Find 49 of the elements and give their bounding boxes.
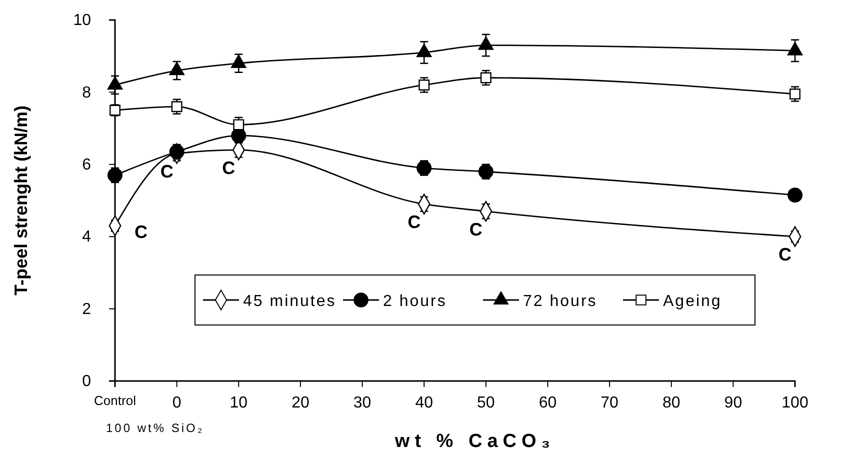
x-tick-label: 50 bbox=[477, 394, 495, 412]
legend-label: 45 minutes bbox=[243, 293, 336, 310]
x-tick-label: 100 bbox=[782, 394, 808, 412]
point bbox=[233, 119, 244, 130]
y-tick-label: 8 bbox=[82, 84, 92, 102]
point bbox=[416, 160, 432, 176]
annotation: C bbox=[160, 162, 174, 182]
point bbox=[169, 62, 184, 76]
legend-label: 2 hours bbox=[383, 293, 447, 310]
y-tick-label: 2 bbox=[82, 300, 92, 318]
y-axis-title: T-peel strenght (kN/m) bbox=[11, 105, 31, 296]
annotation: C bbox=[222, 158, 236, 178]
point bbox=[416, 44, 432, 58]
point bbox=[480, 72, 492, 84]
legend-label: Ageing bbox=[663, 293, 722, 310]
point bbox=[169, 144, 184, 160]
point bbox=[171, 101, 182, 112]
point bbox=[231, 54, 246, 68]
x-tick-label: 0 bbox=[172, 394, 182, 412]
annotation: C bbox=[134, 222, 148, 242]
legend-label: 72 hours bbox=[523, 293, 598, 310]
y-tick-label: 4 bbox=[82, 228, 92, 246]
point bbox=[790, 88, 800, 100]
annotation: C bbox=[408, 212, 421, 232]
x-tick-label: 20 bbox=[292, 394, 310, 412]
x-tick-label: 70 bbox=[600, 394, 619, 412]
y-tick-label: 0 bbox=[82, 373, 92, 390]
point bbox=[107, 168, 123, 183]
point bbox=[110, 104, 120, 116]
point bbox=[787, 188, 803, 203]
x-tick-label: 90 bbox=[724, 394, 742, 412]
x-tick-label: 30 bbox=[353, 394, 372, 412]
point bbox=[478, 36, 494, 50]
point bbox=[107, 76, 123, 90]
x-tick-label: 80 bbox=[662, 394, 680, 412]
annotation: C bbox=[469, 219, 482, 240]
point bbox=[787, 42, 803, 56]
x-axis-title: wt % CaCO₃ bbox=[394, 431, 556, 452]
point bbox=[478, 164, 494, 180]
y-tick-label: 10 bbox=[73, 12, 92, 30]
x-tick-label: 10 bbox=[230, 394, 248, 412]
x-tick-label: 40 bbox=[415, 394, 434, 412]
y-tick-label: 6 bbox=[82, 156, 92, 174]
point bbox=[231, 128, 246, 144]
annotation: C bbox=[778, 244, 792, 265]
text: 100 wt% SiO₂ bbox=[106, 421, 204, 435]
x-tick-label: 60 bbox=[538, 394, 557, 412]
point bbox=[418, 80, 430, 90]
x-tick-label: Control bbox=[94, 393, 136, 408]
